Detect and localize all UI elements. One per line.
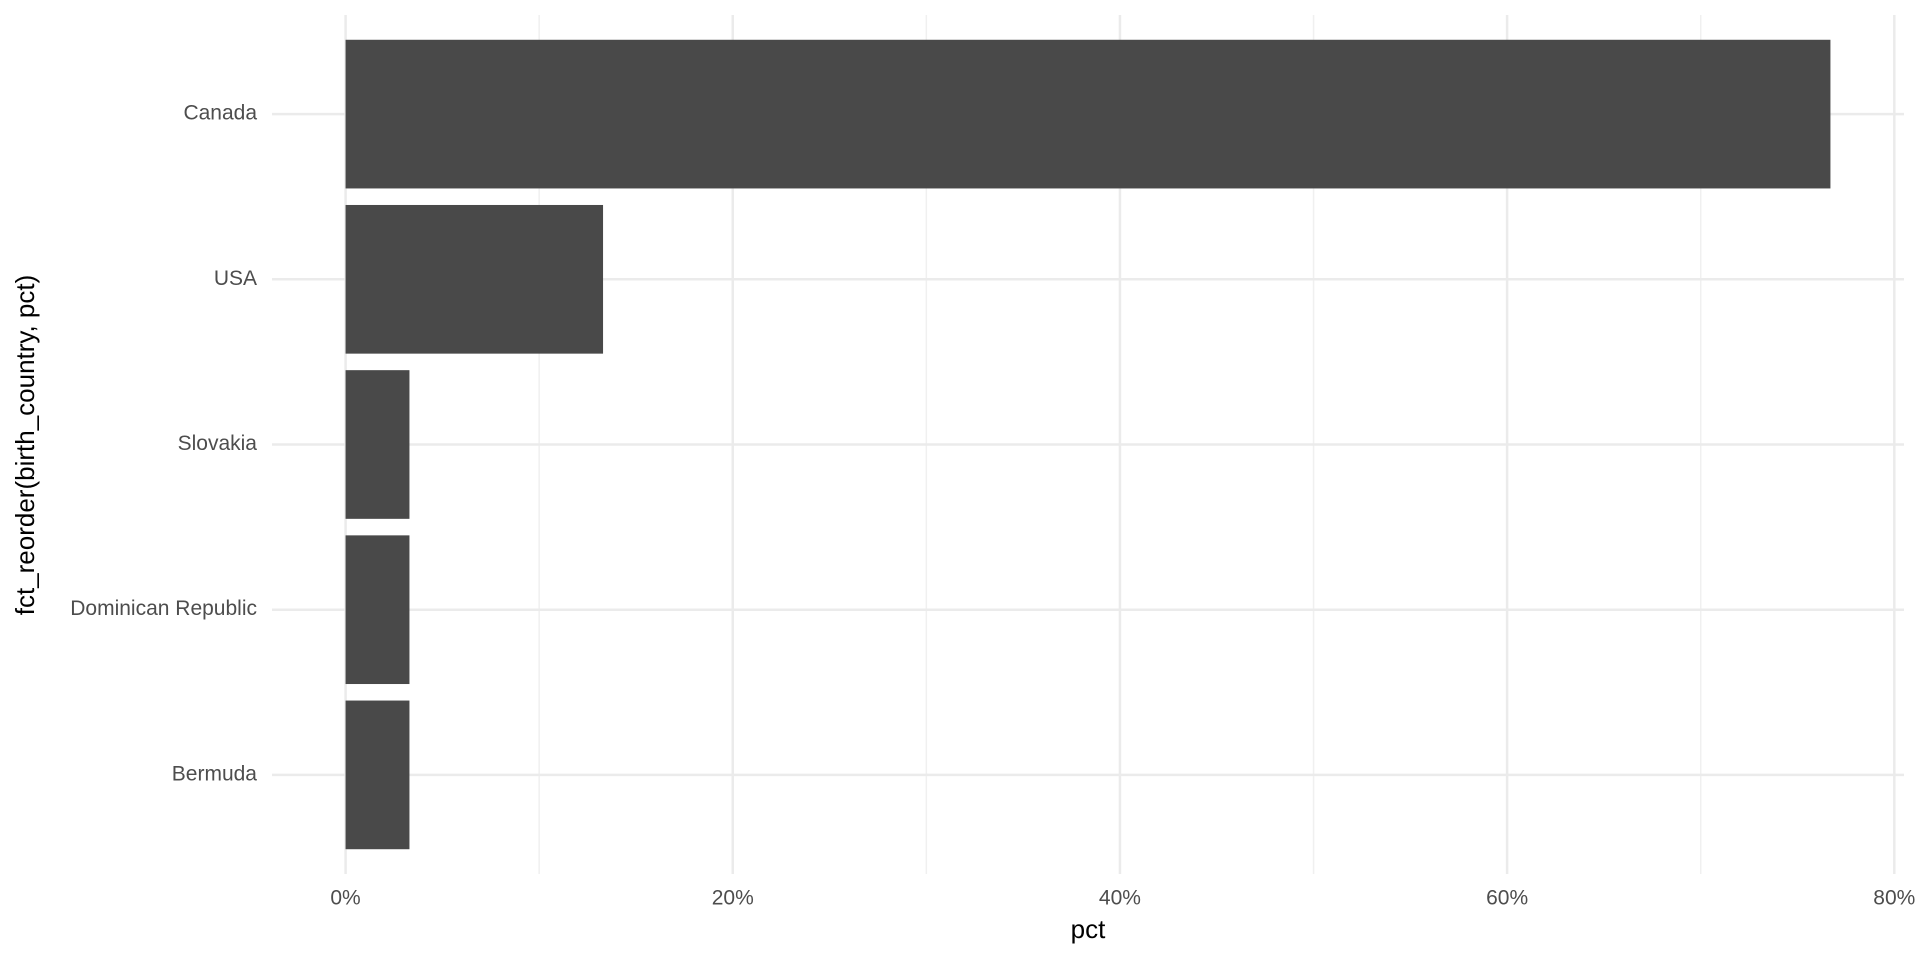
y-tick-label: Bermuda [172,762,258,785]
x-tick-label: 60% [1486,887,1528,910]
x-tick-label: 20% [712,887,754,910]
x-tick-label: 80% [1873,887,1915,910]
x-tick-label: 40% [1099,887,1141,910]
y-tick-label: Slovakia [178,432,258,455]
bar [345,204,604,354]
x-axis-title: pct [1071,914,1106,944]
y-tick-label: USA [214,267,257,290]
y-tick-label: Canada [183,102,257,125]
bar [345,39,1831,189]
bar [345,535,410,685]
y-axis-title: fct_reorder(birth_country, pct) [10,275,40,616]
bar [345,370,410,519]
y-tick-label: Dominican Republic [70,597,257,620]
x-tick-label: 0% [330,887,360,910]
bar [345,700,410,850]
